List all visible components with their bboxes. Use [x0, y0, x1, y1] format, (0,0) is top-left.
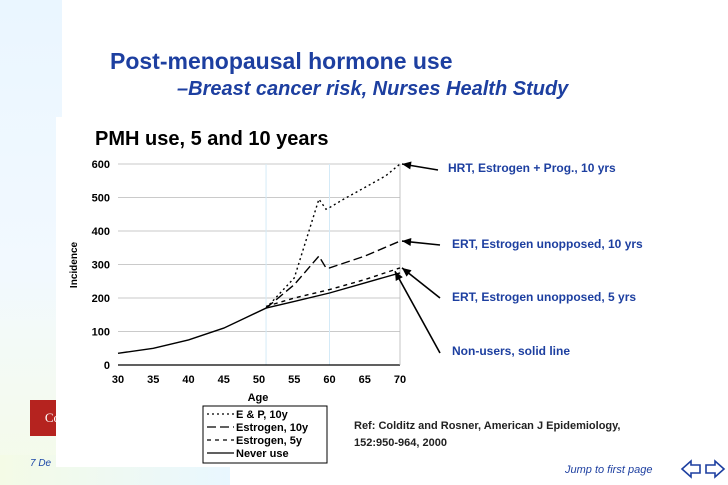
series-line-estrogen-5y: [265, 267, 401, 308]
arrowhead-icon: [402, 238, 412, 246]
chart-title: PMH use, 5 and 10 years: [95, 128, 328, 150]
y-axis-label: Incidence: [69, 242, 80, 289]
reference-line-1: Ref: Colditz and Rosner, American J Epid…: [354, 420, 621, 432]
legend-label: E & P, 10y: [236, 409, 289, 421]
x-tick-label: 45: [218, 374, 230, 386]
series-line-never-use: [117, 272, 401, 354]
y-tick-label: 300: [92, 260, 110, 272]
reference-line-2: 152:950-964, 2000: [354, 437, 447, 449]
forward-arrow-icon[interactable]: [702, 458, 726, 480]
x-tick-label: 50: [253, 374, 265, 386]
y-tick-label: 200: [92, 293, 110, 305]
x-tick-label: 30: [112, 374, 124, 386]
annotation-ert-5y: ERT, Estrogen unopposed, 5 yrs: [452, 290, 637, 304]
arrowhead-icon: [394, 271, 403, 282]
y-tick-label: 400: [92, 226, 110, 238]
x-tick-label: 60: [323, 374, 335, 386]
y-tick-label: 0: [104, 360, 110, 372]
y-tick-label: 500: [92, 193, 110, 205]
x-tick-label: 70: [394, 374, 406, 386]
series-line-e-p-10y: [265, 163, 401, 309]
slide-subtitle: –Breast cancer risk, Nurses Health Study: [177, 78, 569, 100]
legend-label: Estrogen, 10y: [236, 422, 309, 434]
annotation-non-users: Non-users, solid line: [452, 344, 571, 358]
x-tick-label: 55: [288, 374, 300, 386]
x-tick-label: 40: [182, 374, 194, 386]
slide-title: Post-menopausal hormone use: [110, 48, 453, 74]
arrowhead-icon: [402, 161, 412, 170]
annotation-hrt-10y: HRT, Estrogen + Prog., 10 yrs: [448, 161, 616, 175]
slide-date: 7 De: [30, 458, 52, 469]
x-axis-label: Age: [248, 392, 269, 404]
x-tick-label: 65: [359, 374, 371, 386]
annotation-ert-10y: ERT, Estrogen unopposed, 10 yrs: [452, 237, 643, 251]
jump-to-first-page-link[interactable]: Jump to first page: [565, 464, 653, 476]
reference-citation: Ref: Colditz and Rosner, American J Epid…: [354, 418, 621, 452]
y-tick-label: 100: [92, 327, 110, 339]
annotation-pointer: [394, 270, 441, 354]
back-arrow-icon[interactable]: [680, 458, 704, 480]
arrowhead-icon: [402, 267, 412, 277]
legend-label: Estrogen, 5y: [236, 435, 303, 447]
legend-label: Never use: [236, 448, 289, 460]
y-tick-label: 600: [92, 159, 110, 171]
x-tick-label: 35: [147, 374, 159, 386]
